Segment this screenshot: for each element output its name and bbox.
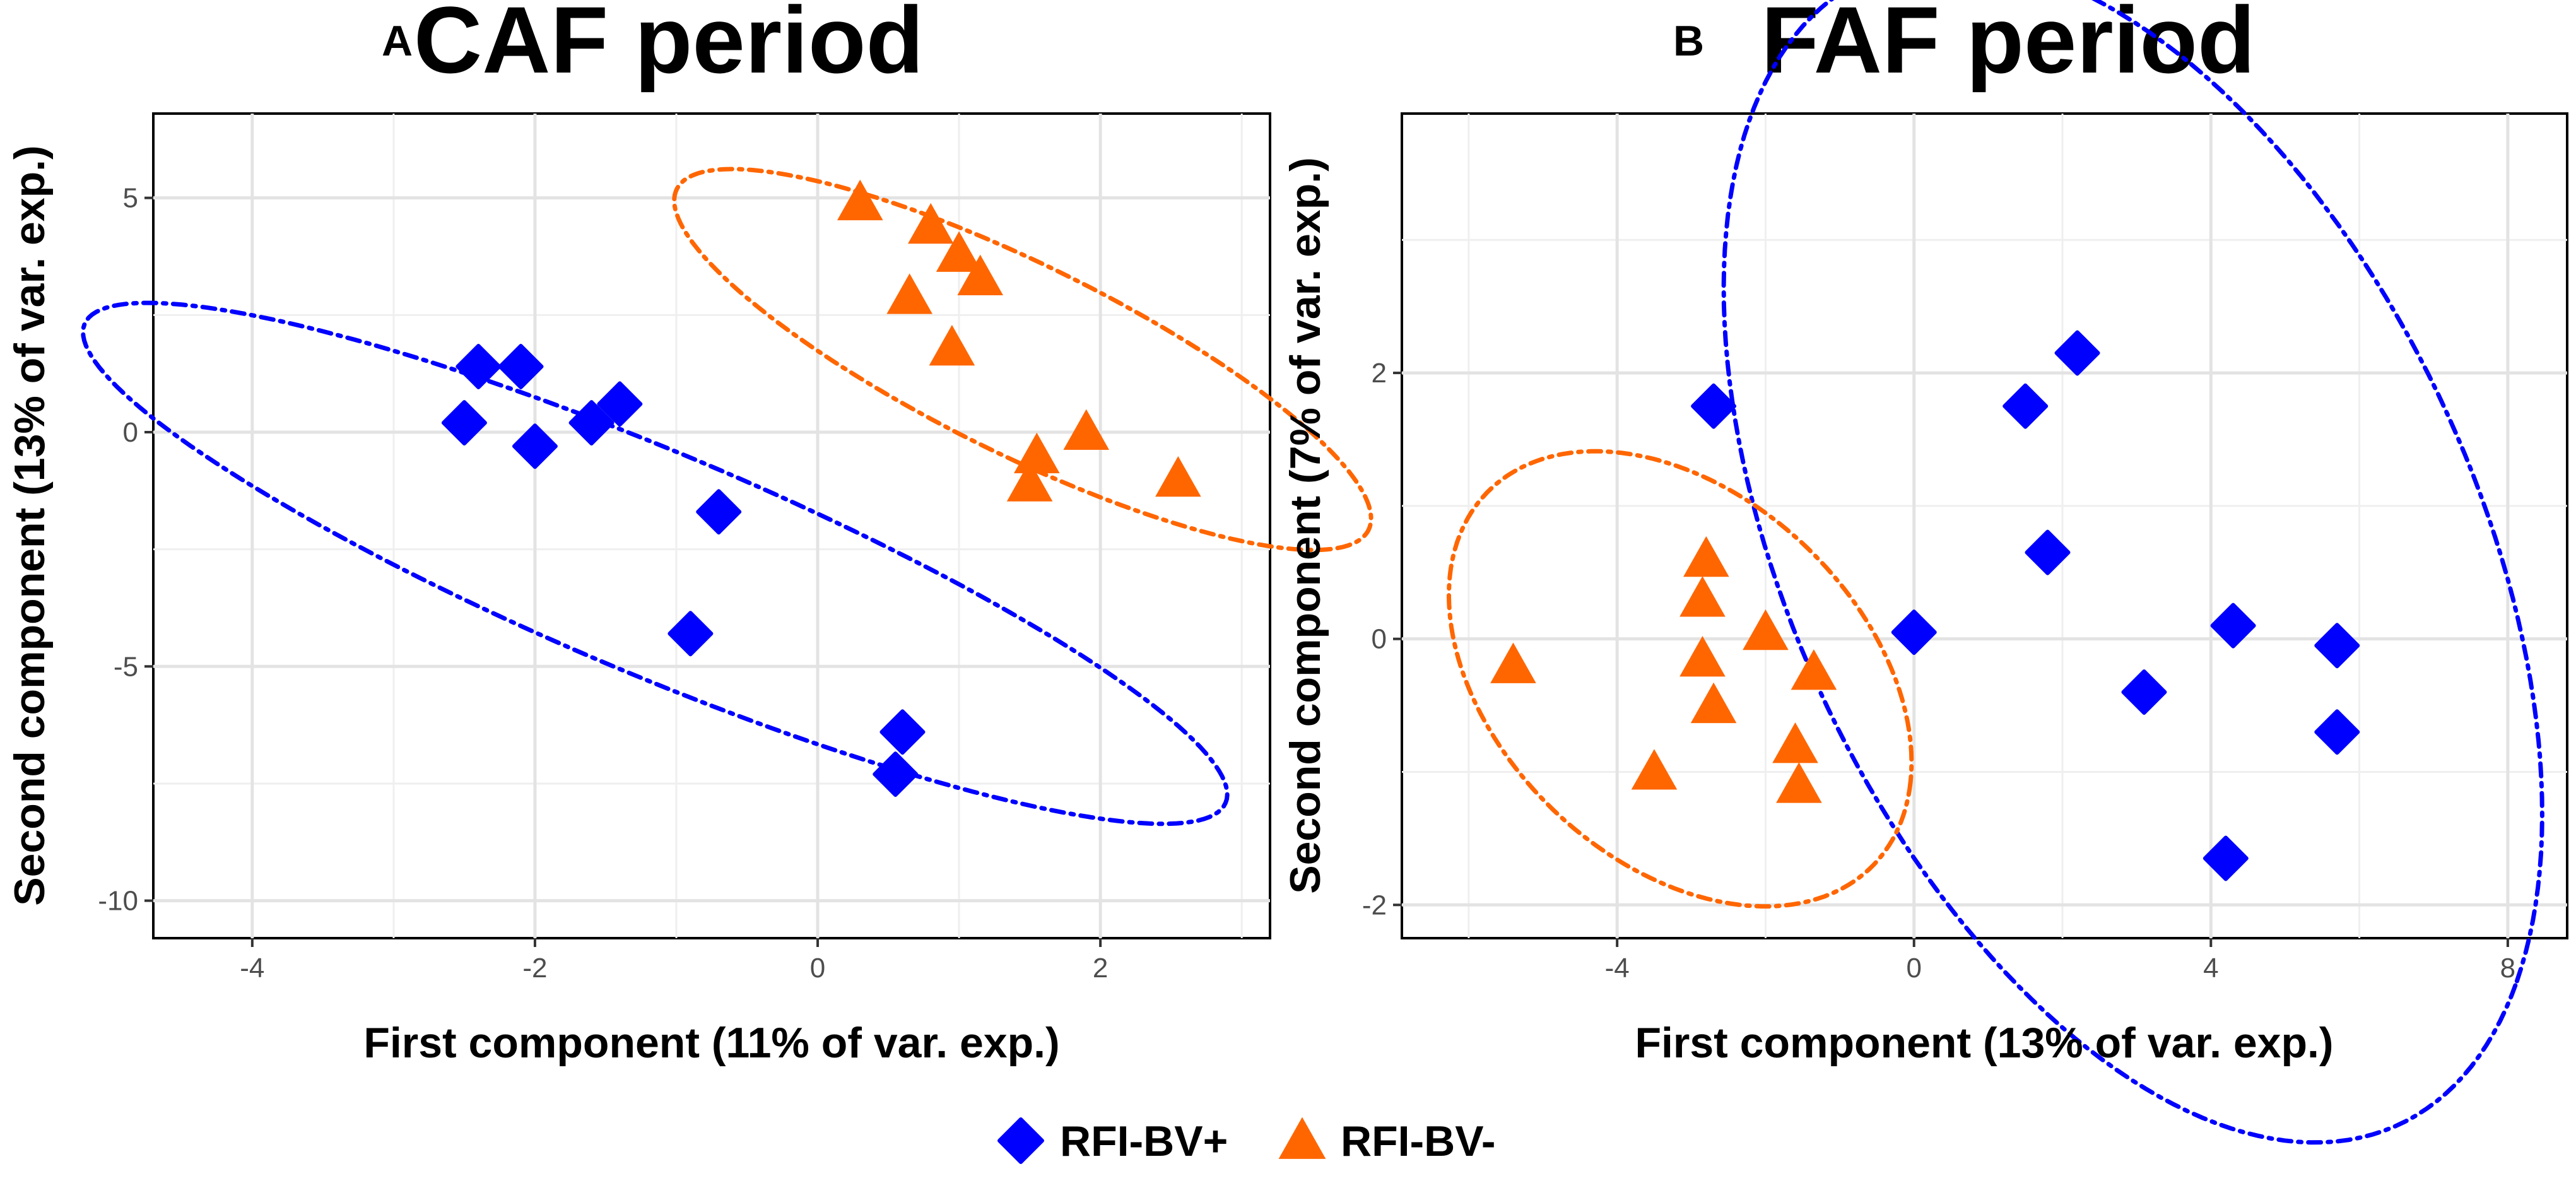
scatter-point-diamond [696,489,742,535]
scatter-point-diamond [1891,609,1937,656]
panel-b-ellipses [1446,0,2544,1145]
x-tick-label: 4 [2203,953,2218,984]
panel-b-points [1490,330,2360,881]
y-tick-label: -10 [98,886,138,917]
panel-b-x-axis-title: First component (13% of var. exp.) [1635,1019,2333,1067]
scatter-point-diamond [456,344,502,390]
scatter-point-triangle [929,325,975,366]
legend: RFI-BV+ RFI-BV- [997,1117,1496,1165]
scatter-point-diamond [2025,529,2071,575]
scatter-point-triangle [1063,409,1110,450]
y-tick-label: 5 [123,183,138,214]
confidence-ellipse [1446,449,1914,909]
scatter-point-diamond [668,611,714,657]
panel-a-points [441,179,1201,797]
panel-b: B FAF period -4 0 4 8 -2 0 2 First component (… [1281,0,2568,1145]
scatter-point-diamond [873,751,919,797]
scatter-point-diamond [2003,383,2049,429]
y-tick-label: 2 [1372,358,1387,389]
scatter-point-diamond [2121,669,2167,715]
y-tick-label: 0 [1372,624,1387,655]
scatter-point-triangle [1631,749,1678,790]
panel-b-plot-area [1401,112,2568,939]
scatter-point-diamond [597,381,643,427]
scatter-point-triangle [886,273,932,314]
panel-b-letter: B [1673,17,1704,65]
confidence-ellipse [672,167,1373,553]
panel-a-y-axis-title: Second component (13% of var. exp.) [6,145,54,905]
scatter-point-diamond [2203,835,2249,881]
scatter-point-triangle [1690,682,1737,724]
x-tick-label: 0 [1906,953,1921,984]
scatter-point-diamond [2314,709,2360,755]
scatter-point-triangle [1006,461,1053,502]
panel-b-grid [1402,114,2567,938]
scatter-point-diamond [498,344,544,390]
panel-a-title: CAF period [414,0,924,93]
panel-a-ticks: -4 -2 0 2 -10 -5 0 5 [98,183,1108,984]
x-tick-label: -4 [240,953,264,984]
legend-marker-triangle [1278,1117,1326,1159]
panel-b-ticks: -4 0 4 8 -2 0 2 [1362,358,2515,984]
scatter-point-triangle [1014,432,1060,474]
scatter-point-triangle [936,231,982,272]
panel-a-ellipses [81,167,1373,826]
x-tick-label: 2 [1093,953,1108,984]
scatter-point-triangle [1490,642,1536,683]
x-tick-label: 0 [810,953,825,984]
confidence-ellipse [1721,0,2544,1145]
panel-a-letter: A [382,17,413,65]
scatter-point-triangle [1679,576,1726,617]
panel-b-y-axis-title: Second component (7% of var. exp.) [1281,157,1329,894]
scatter-point-triangle [957,254,1003,295]
panel-a: A CAF period -4 -2 0 2 -10 -5 0 5 First compone… [6,0,1373,1067]
confidence-ellipse [81,300,1230,826]
scatter-point-diamond [2054,330,2100,376]
panel-b-title: FAF period [1761,0,2255,93]
scatter-point-triangle [1679,636,1726,677]
legend-label: RFI-BV- [1341,1117,1496,1165]
y-tick-label: 0 [123,417,138,448]
scatter-point-diamond [568,400,615,446]
scatter-point-diamond [1691,383,1737,429]
scatter-point-triangle [1155,456,1201,497]
scatter-point-diamond [2314,623,2360,669]
scatter-point-triangle [1776,762,1822,803]
x-tick-label: -4 [1605,953,1630,984]
scatter-point-triangle [1772,722,1818,763]
y-tick-label: -2 [1362,890,1387,920]
legend-item-rfi-bv-minus: RFI-BV- [1278,1117,1496,1165]
scatter-point-triangle [1683,536,1729,577]
scatter-point-triangle [907,203,954,244]
x-tick-label: -2 [522,953,547,984]
scatter-point-diamond [441,400,487,446]
scatter-point-diamond [2210,603,2256,649]
scatter-point-diamond [879,709,926,755]
scatter-point-diamond [512,423,558,469]
y-tick-label: -5 [114,651,138,682]
scatter-point-triangle [1791,649,1837,690]
panel-a-x-axis-title: First component (11% of var. exp.) [363,1019,1059,1067]
legend-item-rfi-bv-plus: RFI-BV+ [997,1117,1228,1165]
x-tick-label: 8 [2500,953,2515,984]
panel-a-grid [153,114,1270,938]
legend-label: RFI-BV+ [1060,1117,1228,1165]
legend-marker-diamond [997,1117,1044,1164]
scatter-point-triangle [837,179,883,221]
scatter-point-triangle [1743,609,1789,650]
